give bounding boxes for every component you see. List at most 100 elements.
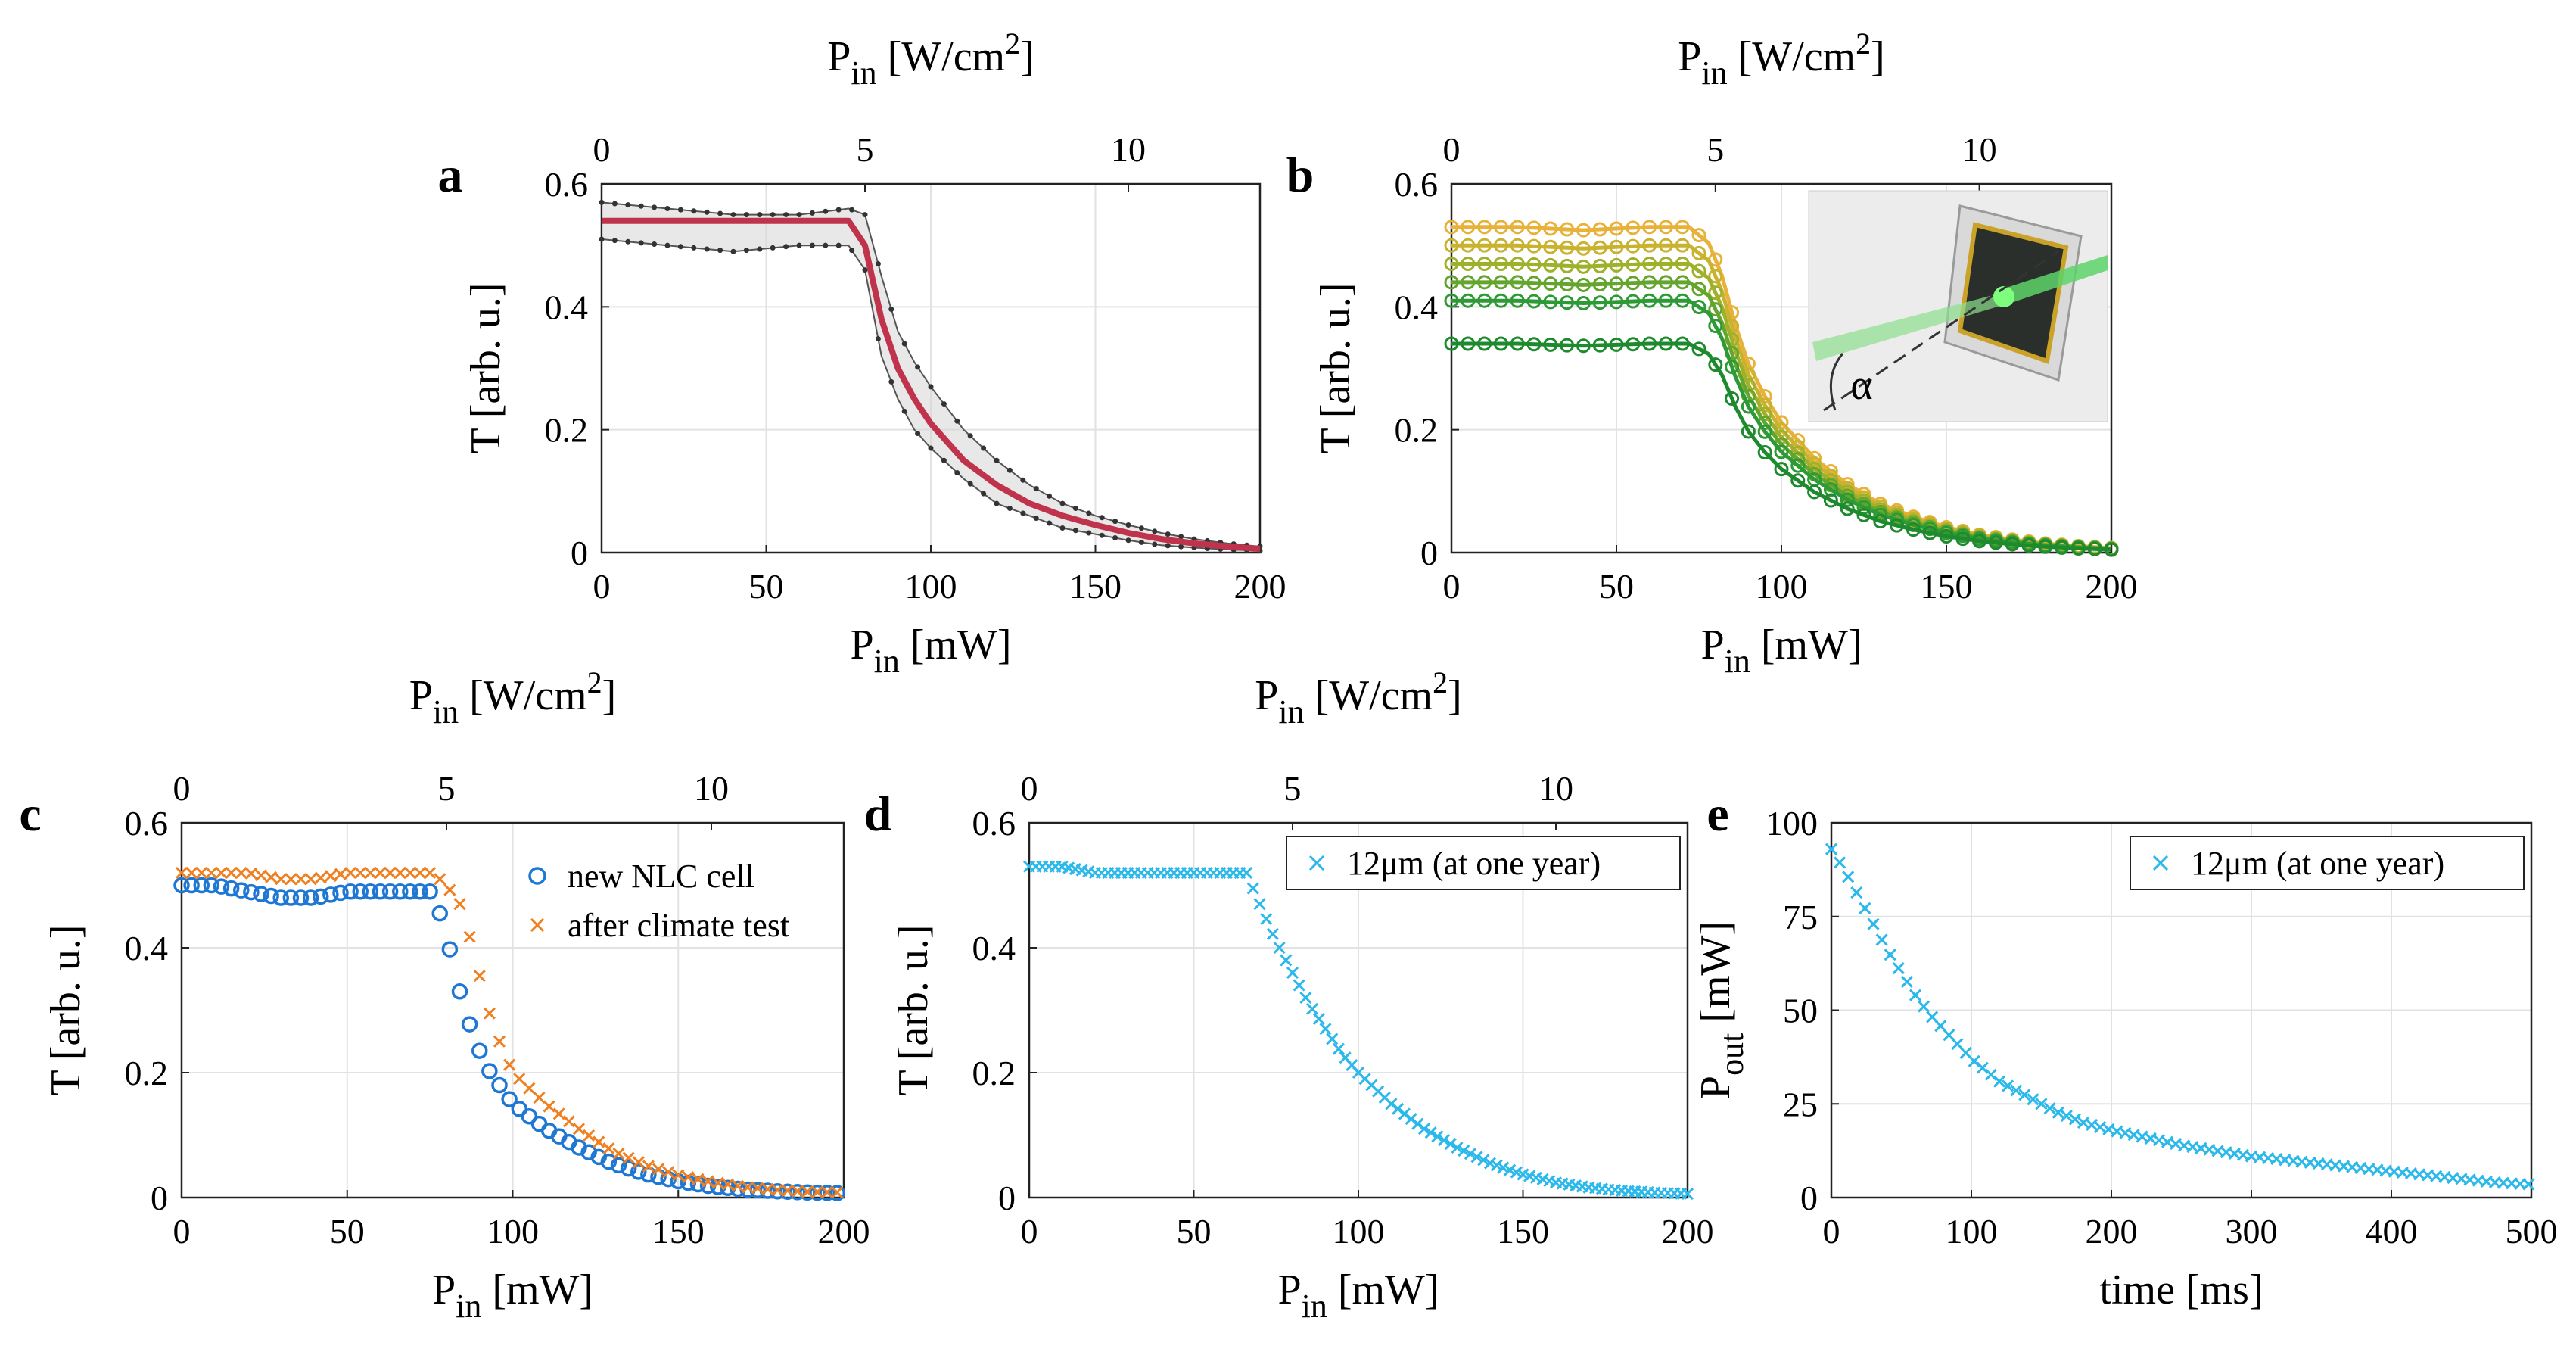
data-point (611, 238, 618, 244)
data-point (1461, 220, 1476, 235)
legend-marker-new-cell (528, 867, 546, 885)
data-point (1626, 220, 1641, 235)
data-point (1609, 221, 1624, 236)
data-point-new-cell (630, 1163, 647, 1180)
y-tick-label: 50 (1783, 992, 1818, 1030)
data-point (1560, 240, 1575, 255)
data-point (1470, 1151, 1483, 1163)
legend-marker (2152, 855, 2169, 871)
panel-letter: d (864, 787, 892, 842)
data-point (717, 210, 723, 216)
data-point (1922, 525, 1937, 540)
data-point (730, 212, 736, 218)
data-point (809, 210, 815, 216)
data-point-climate-test (543, 1100, 555, 1113)
data-point (1444, 257, 1459, 272)
data-point-climate-test (324, 870, 337, 883)
data-point (2002, 1079, 2014, 1092)
data-point-climate-test (334, 868, 347, 880)
data-point-climate-test (344, 866, 357, 880)
data-point (1560, 222, 1575, 237)
data-point-new-cell (481, 1063, 498, 1079)
data-point (783, 244, 789, 250)
data-point (1072, 528, 1078, 534)
data-point-new-cell (173, 877, 190, 894)
data-point (1691, 300, 1706, 315)
data-point (2068, 1113, 2081, 1126)
data-point (1059, 525, 1066, 531)
data-point-new-cell (422, 883, 438, 900)
data-point-new-cell (183, 877, 200, 894)
data-point (2043, 1102, 2056, 1115)
data-point-climate-test (513, 1073, 526, 1086)
panel-e: 0 100 200 300 400 500 0 25 50 75 100 time [ms] Pout … (1692, 787, 2558, 1313)
data-point (1165, 543, 1171, 549)
data-point-new-cell (193, 877, 210, 894)
data-point (1708, 285, 1723, 301)
data-point-new-cell (471, 1042, 488, 1059)
data-point-climate-test (642, 1160, 655, 1173)
data-point-climate-test (781, 1184, 794, 1197)
data-point (1543, 221, 1558, 236)
data-point (809, 242, 815, 248)
top-x-tick-label: 10 (1538, 769, 1573, 808)
data-point (1424, 1126, 1437, 1139)
legend-label: 12μm (at one year) (2191, 845, 2444, 882)
data-point (1675, 336, 1690, 351)
data-point (875, 261, 881, 267)
data-point (1493, 257, 1508, 272)
data-point (1458, 1145, 1470, 1157)
data-point-climate-test (185, 866, 198, 880)
data-point (1086, 530, 1092, 536)
data-point (1477, 275, 1492, 290)
data-point (1675, 220, 1690, 235)
data-point-new-cell (620, 1160, 637, 1177)
data-point-climate-test (215, 866, 228, 880)
data-point (888, 307, 894, 313)
legend-label-climate-test: after climate test (568, 907, 789, 944)
data-point-new-cell (402, 883, 418, 900)
top-x-axis-label: Pin [W/cm2] (1255, 665, 1462, 730)
data-point (1609, 257, 1624, 273)
data-point (1543, 337, 1558, 352)
data-point-new-cell (829, 1185, 845, 1201)
data-point-new-cell (610, 1157, 627, 1174)
data-point (1842, 871, 1855, 883)
y-tick-label: 0 (151, 1179, 168, 1217)
data-point (1626, 276, 1641, 291)
data-point (757, 246, 763, 252)
x-tick-label: 200 (1234, 567, 1286, 606)
legend-marker (1308, 855, 1325, 871)
data-point (1790, 473, 1806, 488)
data-point-climate-test (275, 873, 288, 886)
data-point (1461, 293, 1476, 308)
data-point (1576, 277, 1591, 292)
inset-alpha-label: α (1850, 362, 1872, 409)
data-point-new-cell (322, 886, 339, 903)
data-point (1976, 1061, 1989, 1074)
data-point (1892, 961, 1905, 975)
data-point (1266, 927, 1279, 940)
panel-letter: a (438, 148, 463, 203)
inset-angle-arc (1829, 353, 1844, 411)
data-point-new-cell (441, 941, 459, 958)
data-point (1708, 302, 1723, 317)
data-point (1825, 843, 1838, 855)
inset-normal-line (1823, 250, 2059, 412)
data-point (2104, 542, 2119, 557)
x-tick-label: 200 (818, 1212, 870, 1251)
data-point (1526, 337, 1542, 352)
data-point-new-cell (302, 889, 319, 906)
data-point (901, 408, 907, 414)
legend-box (2130, 836, 2525, 890)
data-point (1691, 228, 1706, 243)
data-point (1086, 510, 1092, 516)
data-point (1592, 295, 1607, 310)
data-point (1592, 258, 1607, 273)
data-point (1592, 277, 1607, 292)
data-point (954, 418, 960, 424)
legend-label: 12μm (at one year) (1347, 845, 1601, 882)
data-point (2018, 1089, 2031, 1101)
data-point (1047, 493, 1053, 499)
data-point (1543, 257, 1558, 273)
